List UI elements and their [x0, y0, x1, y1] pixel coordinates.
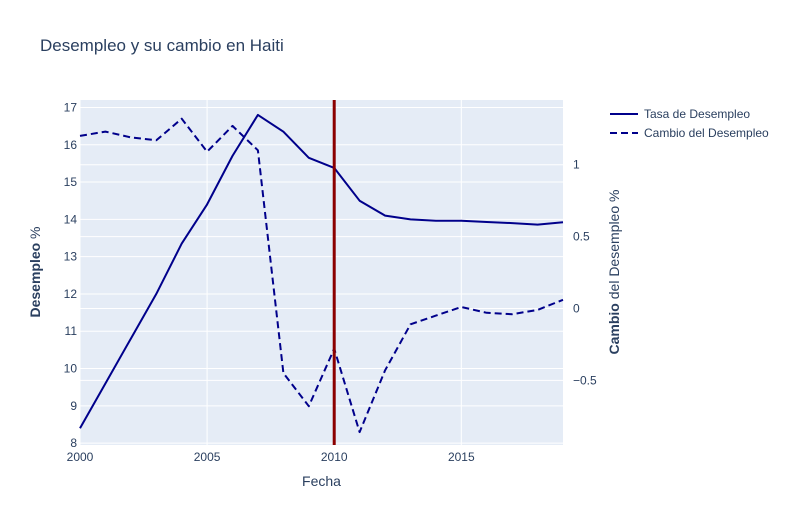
- y-tick-label: 12: [64, 287, 78, 301]
- y-tick-label: 10: [64, 362, 78, 376]
- x-tick-label: 2000: [67, 450, 94, 464]
- y-tick-labels: 8 9 10 11 12 13 14 15 16 17: [64, 100, 78, 450]
- y2-tick-labels: −0.5 0 0.5 1: [573, 158, 597, 388]
- legend-item-tasa[interactable]: Tasa de Desempleo: [610, 107, 750, 121]
- series-line-cambio: [79, 117, 564, 434]
- y-axis-label-rest: %: [27, 226, 43, 242]
- y2-grid: [80, 164, 563, 381]
- chart-title: Desempleo y su cambio en Haiti: [40, 36, 284, 55]
- x-tick-label: 2010: [321, 450, 348, 464]
- x-tick-label: 2015: [448, 450, 475, 464]
- x-tick-labels: 2000 2005 2010 2015: [67, 450, 475, 464]
- y-grid: [80, 106, 563, 444]
- y2-axis-label: Cambio del Desempleo %: [606, 190, 622, 355]
- y2-axis-label-bold: Cambio: [606, 303, 622, 354]
- y-tick-label: 13: [64, 250, 78, 264]
- y-tick-label: 9: [70, 399, 77, 413]
- y-axis-label: Desempleo %: [27, 226, 43, 317]
- y-tick-label: 8: [70, 436, 77, 450]
- y2-tick-label: 0: [573, 301, 580, 315]
- x-tick-label: 2005: [194, 450, 221, 464]
- series-lines: [79, 113, 564, 434]
- y-tick-label: 11: [65, 324, 78, 338]
- plot-area: [80, 100, 563, 445]
- legend[interactable]: Tasa de Desempleo Cambio del Desempleo: [610, 107, 769, 140]
- legend-label-tasa: Tasa de Desempleo: [644, 107, 750, 121]
- y-tick-label: 16: [64, 138, 78, 152]
- y-tick-label: 15: [64, 175, 78, 189]
- y2-tick-label: 0.5: [573, 230, 590, 244]
- y2-tick-label: 1: [573, 158, 580, 172]
- y2-tick-label: −0.5: [573, 373, 597, 387]
- legend-label-cambio: Cambio del Desempleo: [644, 126, 769, 140]
- y-tick-label: 14: [64, 212, 78, 226]
- series-line-tasa: [79, 113, 564, 429]
- y-tick-label: 17: [64, 100, 78, 114]
- x-axis-label: Fecha: [302, 473, 341, 489]
- y2-axis-label-rest: del Desempleo %: [606, 190, 622, 304]
- y-axis-label-bold: Desempleo: [27, 243, 43, 318]
- legend-item-cambio[interactable]: Cambio del Desempleo: [610, 126, 769, 140]
